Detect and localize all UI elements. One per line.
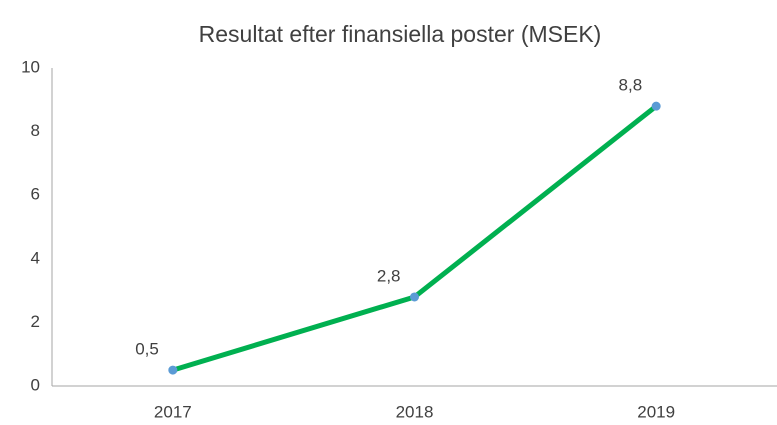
x-tick-label: 2017 [154,402,192,421]
y-tick-label: 0 [31,375,40,394]
x-tick-label: 2019 [637,402,675,421]
marker [410,292,419,302]
chart-title: Resultat efter finansiella poster (MSEK) [199,21,602,47]
line [172,104,658,373]
y-tick-label: 8 [31,121,40,140]
y-tick-label: 6 [31,185,40,204]
y-tick-label: 2 [31,312,40,331]
marker [168,365,178,375]
data-label: 2,8 [377,266,401,285]
data-label: 0,5 [135,340,159,359]
y-tick-label: 10 [21,57,40,76]
y-tick-label: 4 [31,248,40,267]
marker [651,101,661,111]
x-tick-label: 2018 [396,402,434,421]
data-label: 8,8 [619,76,643,95]
